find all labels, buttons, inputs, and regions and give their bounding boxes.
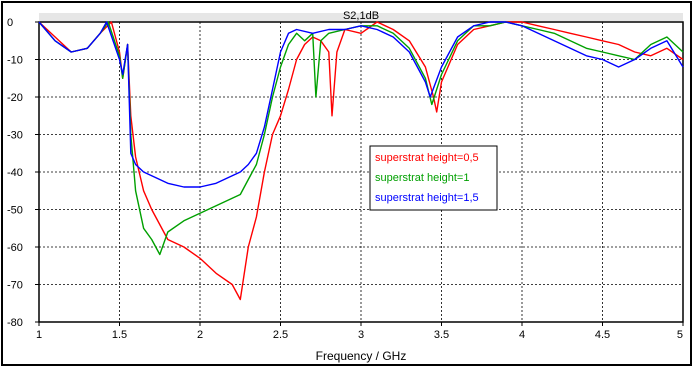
y-tick-label: -50 xyxy=(7,205,23,217)
series-line-2 xyxy=(38,21,684,188)
legend-entry-0: superstrat height=0,5 xyxy=(375,152,479,164)
chart-title: S2,1dB xyxy=(343,10,379,22)
x-tick-label: 3.5 xyxy=(434,329,449,341)
series-layer xyxy=(38,21,684,301)
legend-entry-2: superstrat height=1,5 xyxy=(375,192,479,204)
y-tick-label: -70 xyxy=(7,280,23,292)
x-tick-label: 5 xyxy=(677,329,683,341)
y-tick-label: -60 xyxy=(7,242,23,254)
x-tick-label: 1 xyxy=(36,329,42,341)
y-tick-label: -40 xyxy=(7,167,23,179)
title-bar xyxy=(39,13,683,21)
x-tick-label: 1.5 xyxy=(112,329,127,341)
x-tick-label: 4 xyxy=(519,329,525,341)
series-line-0 xyxy=(38,21,684,301)
x-tick-label: 4.5 xyxy=(595,329,610,341)
legend-entry-1: superstrat height=1 xyxy=(375,172,469,184)
y-tick-label: -30 xyxy=(7,130,23,142)
grid xyxy=(39,22,683,322)
y-tick-label: -20 xyxy=(7,92,23,104)
y-tick-label: 0 xyxy=(7,17,13,29)
y-tick-label: -80 xyxy=(7,317,23,329)
outer-border xyxy=(1,1,692,366)
ticks: 1 1.5 2 2.5 3 3.5 4 4.5 5 0 -10 -20 -30 -40 -50 -60 -70 -… xyxy=(7,17,684,341)
x-tick-label: 3 xyxy=(358,329,364,341)
x-axis-label: Frequency / GHz xyxy=(316,349,407,363)
x-tick-label: 2 xyxy=(197,329,203,341)
legend: superstrat height=0,5 superstrat height=… xyxy=(369,145,498,211)
y-tick-label: -10 xyxy=(7,55,23,67)
x-tick-label: 2.5 xyxy=(273,329,288,341)
legend-box xyxy=(369,145,498,211)
